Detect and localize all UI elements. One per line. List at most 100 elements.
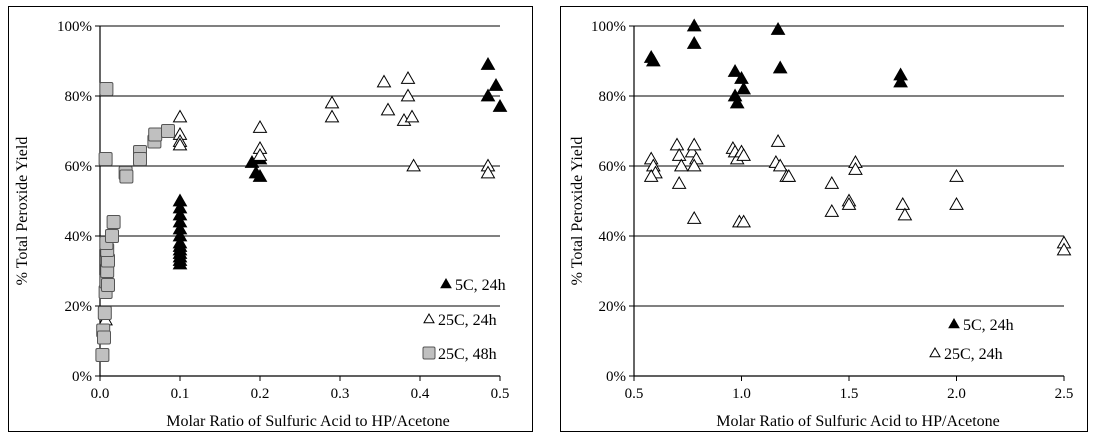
data-point bbox=[492, 98, 508, 112]
data-point bbox=[488, 77, 504, 91]
data-point bbox=[480, 56, 496, 70]
data-point bbox=[949, 168, 964, 182]
series-2 bbox=[95, 82, 175, 362]
data-point bbox=[324, 95, 340, 109]
data-point bbox=[119, 169, 134, 184]
data-point bbox=[736, 81, 752, 95]
data-point bbox=[252, 119, 268, 133]
data-point bbox=[1056, 242, 1072, 256]
data-point bbox=[404, 109, 420, 123]
data-point bbox=[669, 137, 685, 151]
data-point bbox=[686, 210, 702, 224]
data-point bbox=[380, 102, 396, 116]
legend-entry: 25C, 24h bbox=[929, 346, 1003, 363]
data-point bbox=[824, 203, 840, 217]
data-point bbox=[98, 152, 113, 166]
y-tick-label: 100% bbox=[591, 19, 626, 35]
data-point bbox=[480, 88, 496, 102]
data-point bbox=[105, 229, 119, 243]
x-tick-label: 2.0 bbox=[947, 386, 966, 402]
data-point bbox=[824, 175, 840, 189]
data-point bbox=[848, 161, 863, 175]
data-point bbox=[686, 137, 702, 151]
data-point bbox=[949, 196, 964, 210]
legend-marker bbox=[423, 312, 435, 324]
y-tick-label: 100% bbox=[57, 19, 92, 35]
data-point bbox=[99, 82, 114, 96]
y-axis-title: % Total Peroxide Yield bbox=[569, 137, 586, 286]
data-point bbox=[106, 215, 121, 229]
data-point bbox=[133, 152, 147, 166]
legend-marker bbox=[422, 346, 436, 360]
x-tick-label: 0.4 bbox=[411, 386, 430, 402]
data-point bbox=[406, 158, 421, 172]
series-0 bbox=[643, 18, 908, 109]
data-point bbox=[729, 95, 745, 109]
series-1 bbox=[643, 133, 1072, 256]
data-point bbox=[324, 109, 340, 123]
data-point bbox=[893, 74, 908, 88]
scatter-chart-left: 0% 20% 40% 60% 80% 100% 0.0 0.1 0.2 0.3 0.4 0.5 Mol… bbox=[8, 6, 533, 432]
scatter-chart-right: 0% 20% 40% 60% 80% 100% 0.5 1.0 1.5 2.0 2.5 Molar … bbox=[560, 6, 1088, 432]
data-point bbox=[161, 124, 175, 138]
chart-border bbox=[560, 6, 1088, 432]
data-point bbox=[727, 63, 743, 77]
chart-panel-right: 0% 20% 40% 60% 80% 100% 0.5 1.0 1.5 2.0 2.5 Molar … bbox=[560, 6, 1088, 432]
data-point bbox=[781, 168, 797, 182]
x-tick-label: 1.5 bbox=[840, 386, 859, 402]
y-tick-label: 20% bbox=[65, 299, 93, 315]
data-point bbox=[376, 74, 392, 88]
data-point bbox=[770, 21, 786, 35]
data-point bbox=[643, 168, 659, 182]
data-point bbox=[172, 137, 188, 151]
x-axis-title: Molar Ratio of Sulfuric Acid to HP/Aceto… bbox=[716, 413, 1000, 430]
data-point bbox=[172, 256, 188, 270]
data-point bbox=[734, 70, 749, 84]
data-point bbox=[101, 278, 115, 292]
data-point bbox=[736, 147, 752, 161]
data-point bbox=[480, 165, 496, 179]
legend-marker bbox=[929, 346, 941, 358]
data-point bbox=[97, 306, 112, 320]
data-point bbox=[772, 60, 788, 74]
legend-entry: 25C, 24h bbox=[423, 312, 497, 329]
data-point bbox=[772, 158, 788, 172]
data-point bbox=[686, 158, 702, 172]
data-point bbox=[686, 35, 702, 49]
data-point bbox=[897, 207, 913, 221]
series-0 bbox=[172, 56, 508, 270]
legend-label: 25C, 24h bbox=[438, 312, 497, 329]
y-tick-label: 80% bbox=[599, 89, 627, 105]
y-tick-label: 80% bbox=[65, 89, 93, 105]
data-point bbox=[736, 214, 752, 228]
data-point bbox=[673, 158, 689, 172]
data-point bbox=[148, 127, 163, 142]
x-tick-label: 0.1 bbox=[171, 386, 190, 402]
x-tick-label: 2.5 bbox=[1055, 386, 1074, 402]
y-tick-label: 60% bbox=[65, 159, 93, 175]
data-point bbox=[645, 53, 661, 67]
x-tick-label: 0.2 bbox=[251, 386, 270, 402]
legend-marker bbox=[948, 317, 960, 329]
data-point bbox=[252, 147, 268, 161]
legend-label: 25C, 48h bbox=[438, 346, 497, 363]
data-point bbox=[95, 348, 110, 362]
data-point bbox=[770, 133, 786, 147]
data-point bbox=[671, 147, 687, 161]
y-tick-label: 40% bbox=[65, 229, 93, 245]
data-point bbox=[643, 151, 659, 165]
legend-entry: 5C, 24h bbox=[440, 277, 506, 294]
y-tick-label: 40% bbox=[599, 229, 627, 245]
y-tick-label: 20% bbox=[599, 299, 627, 315]
data-point bbox=[97, 330, 111, 345]
x-tick-label: 0.3 bbox=[331, 386, 350, 402]
data-point bbox=[252, 168, 268, 182]
chart-panel-left: 0% 20% 40% 60% 80% 100% 0.0 0.1 0.2 0.3 0.4 0.5 Mol… bbox=[8, 6, 533, 432]
data-point bbox=[400, 88, 416, 102]
data-point bbox=[400, 70, 416, 84]
data-point bbox=[686, 18, 702, 32]
y-tick-label: 60% bbox=[599, 159, 627, 175]
legend-label: 25C, 24h bbox=[944, 346, 1003, 363]
y-axis-title: % Total Peroxide Yield bbox=[14, 137, 31, 286]
data-point bbox=[895, 196, 911, 210]
